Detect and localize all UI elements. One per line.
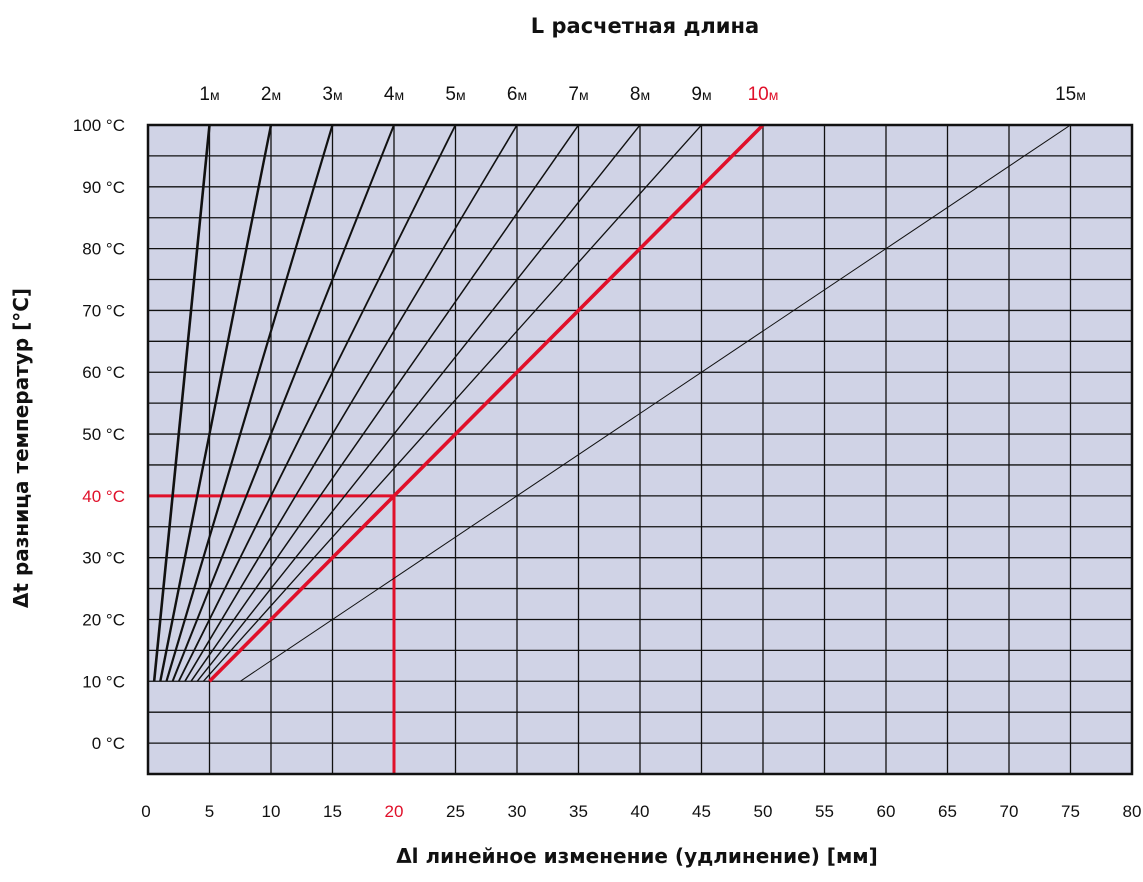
x-tick-label: 50 (754, 802, 773, 821)
y-tick-label: 20 °C (82, 610, 125, 629)
x-tick-label: 0 (141, 802, 150, 821)
series-line-1m (152, 124, 211, 682)
y-tick-label: 0 °C (92, 734, 125, 753)
series-label-15m: 15м (1055, 84, 1086, 105)
series-line-7m (190, 124, 580, 682)
y-tick-label: 80 °C (82, 240, 125, 259)
chart-title: L расчетная длина (531, 14, 759, 38)
series-label-3m: 3м (322, 84, 342, 105)
y-axis-title: Δt разница температур [°C] (9, 288, 33, 608)
x-tick-label: 70 (1000, 802, 1019, 821)
x-tick-label: 65 (938, 802, 957, 821)
series-label-10m: 10м (748, 84, 779, 105)
y-tick-label: 40 °C (82, 487, 125, 506)
series-label-4m: 4м (384, 84, 404, 105)
series-line-4m (171, 124, 395, 682)
y-tick-label: 90 °C (82, 178, 125, 197)
plot-area (146, 123, 1134, 776)
y-tick-label: 30 °C (82, 549, 125, 568)
series-line-9m (202, 124, 702, 682)
x-tick-label: 25 (446, 802, 465, 821)
x-tick-label: 10 (262, 802, 281, 821)
series-label-7m: 7м (568, 84, 588, 105)
series-line-15m (239, 124, 1071, 682)
y-tick-labels: 0 °C 10 °C 20 °C 30 °C 40 °C 50 °C 60 °C 70 °C 8… (73, 116, 125, 753)
plot-frame (146, 123, 1134, 776)
y-tick-label: 10 °C (82, 672, 125, 691)
series-line-6m (184, 124, 518, 682)
x-axis-title: Δl линейное изменение (удлинение) [мм] (396, 844, 878, 868)
x-tick-label: 80 (1123, 802, 1142, 821)
series-line-3m (165, 124, 334, 682)
series-label-2m: 2м (261, 84, 281, 105)
y-tick-label: 70 °C (82, 301, 125, 320)
x-tick-label: 45 (692, 802, 711, 821)
series-label-8m: 8м (630, 84, 650, 105)
series-label-9m: 9м (691, 84, 711, 105)
series-line-5m (177, 124, 457, 682)
x-tick-label: 35 (569, 802, 588, 821)
series-label-1m: 1м (199, 84, 219, 105)
series-line-8m (196, 124, 641, 682)
x-tick-labels: 0 5 10 15 20 25 30 35 40 45 50 55 60 65 70 75 80 (141, 802, 1141, 821)
length-labels: 1м 2м 3м 4м 5м 6м 7м 8м 9м 10м 15м (199, 84, 1085, 105)
x-tick-label: 40 (631, 802, 650, 821)
x-tick-label: 20 (385, 802, 404, 821)
x-tick-label: 60 (877, 802, 896, 821)
series-line-2m (159, 124, 273, 682)
x-tick-label: 30 (508, 802, 527, 821)
series-label-5m: 5м (445, 84, 465, 105)
x-tick-label: 55 (815, 802, 834, 821)
y-tick-label: 60 °C (82, 363, 125, 382)
y-tick-label: 50 °C (82, 425, 125, 444)
y-tick-label: 100 °C (73, 116, 125, 135)
series-label-6m: 6м (507, 84, 527, 105)
x-tick-label: 75 (1061, 802, 1080, 821)
x-tick-label: 5 (205, 802, 214, 821)
series-line-10m (208, 123, 765, 683)
x-tick-label: 15 (323, 802, 342, 821)
